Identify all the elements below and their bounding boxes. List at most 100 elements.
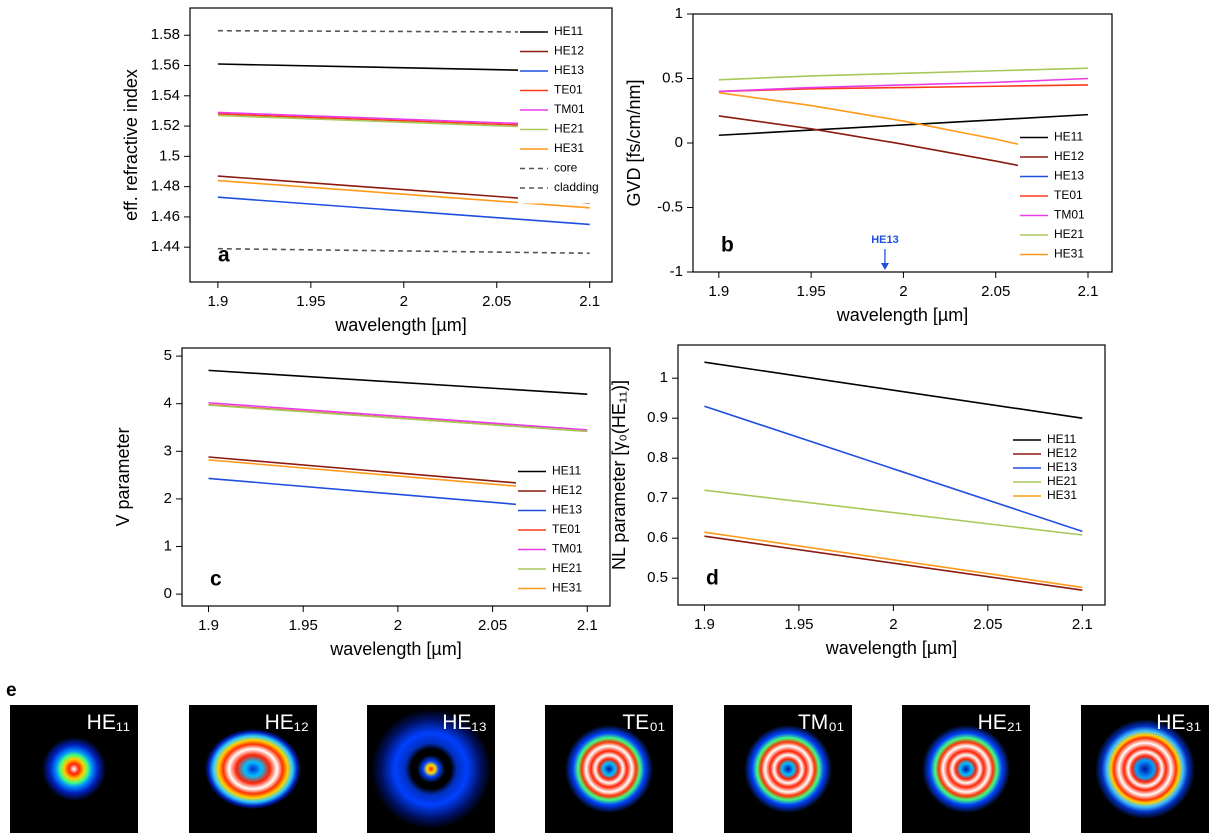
legend-label: cladding: [554, 180, 599, 194]
y-tick-label: 0.5: [647, 569, 668, 586]
legend-label: TE01: [554, 83, 583, 97]
mode-image: HE₃₁: [1081, 705, 1209, 833]
plot-frame: [189, 7, 613, 283]
series-line: [718, 67, 1089, 81]
y-tick-label: 1.56: [151, 56, 180, 73]
series-line: [217, 196, 590, 226]
y-tick-label: 0.5: [662, 69, 683, 86]
y-tick-label: -0.5: [657, 198, 683, 215]
legend-label: HE31: [552, 581, 582, 595]
y-tick-label: 0: [675, 134, 683, 151]
legend-label: TM01: [552, 542, 583, 556]
legend-label: HE13: [554, 63, 584, 77]
plot-lines: [704, 361, 1083, 591]
x-tick-label: 1.9: [708, 283, 729, 300]
x-tick-label: 1.9: [198, 617, 219, 634]
y-tick-label: 1.48: [151, 178, 180, 195]
x-tick-label: 1.95: [797, 283, 826, 300]
y-tick-label: 1.46: [151, 208, 180, 225]
x-tick-label: 2: [400, 293, 408, 310]
y-tick-label: 1.5: [159, 147, 180, 164]
charts: 1.9 1.95 2 2.05 2.11.441.461.481.51.521.541.…: [113, 5, 1113, 659]
mode-label: TM₀₁: [797, 711, 844, 734]
legend-label: HE21: [552, 561, 582, 575]
y-tick-label: 0.6: [647, 529, 668, 546]
legend-label: HE31: [1054, 247, 1084, 261]
x-tick-label: 2.05: [482, 293, 511, 310]
x-tick-label: 2: [394, 617, 402, 634]
series-line: [718, 84, 1089, 93]
y-tick-label: 1.54: [151, 87, 180, 104]
panel-label: b: [721, 234, 734, 257]
annotation-arrowhead: [880, 263, 889, 270]
y-tick-label: 0.9: [647, 409, 668, 426]
x-tick-label: 1.9: [207, 293, 228, 310]
y-tick-label: 4: [164, 395, 172, 412]
series-line: [718, 77, 1089, 93]
legend-label: core: [554, 161, 578, 175]
mode-label: HE₃₁: [1156, 711, 1201, 734]
legend-label: HE31: [1047, 488, 1077, 502]
series-line: [704, 489, 1083, 536]
series-line: [208, 369, 588, 395]
mode-image: HE₁₃: [367, 705, 495, 833]
legend-background: [516, 461, 606, 604]
panel-label: a: [218, 244, 230, 267]
y-tick-label: -1: [670, 263, 683, 280]
y-tick-label: 1.52: [151, 117, 180, 134]
x-axis-label: wavelength [µm]: [825, 638, 957, 658]
x-tick-label: 2.05: [981, 283, 1010, 300]
legend-label: TM01: [554, 102, 585, 116]
legend-label: HE11: [1047, 432, 1076, 446]
x-tick-label: 2.1: [1072, 616, 1093, 633]
legend-background: [1018, 127, 1108, 270]
panel-label: e: [6, 680, 17, 701]
series-line: [704, 531, 1083, 589]
mode-image: HE₂₁: [902, 705, 1030, 833]
y-tick-label: 2: [164, 490, 172, 507]
panel-label: c: [210, 568, 222, 591]
legend-label: HE21: [1047, 474, 1077, 488]
legend-label: HE13: [1047, 460, 1077, 474]
legend-label: HE31: [554, 141, 584, 155]
series-line: [704, 361, 1083, 419]
series-line: [208, 404, 588, 433]
legend-label: HE13: [1054, 169, 1084, 183]
y-tick-label: 1: [675, 5, 683, 22]
plot-frame: [677, 344, 1106, 606]
x-tick-label: 2: [889, 616, 897, 633]
y-tick-label: 1.44: [151, 238, 180, 255]
y-axis-label: V parameter: [113, 427, 133, 526]
series-line: [718, 113, 1089, 137]
mode-label: HE₁₂: [264, 711, 309, 734]
mode-label: HE₁₃: [442, 711, 487, 734]
y-tick-label: 3: [164, 442, 172, 459]
y-axis-label: GVD [fs/cm/nm]: [624, 79, 644, 206]
y-tick-label: 1: [164, 537, 172, 554]
mode-label: HE₂₁: [977, 711, 1022, 734]
x-tick-label: 2.1: [579, 293, 600, 310]
mode-image: HE₁₂: [189, 705, 317, 833]
x-tick-label: 2.05: [973, 616, 1002, 633]
legend-label: TE01: [552, 522, 581, 536]
legend-label: TM01: [1054, 208, 1085, 222]
legend-label: TE01: [1054, 188, 1083, 202]
legend-label: HE11: [552, 464, 581, 478]
x-tick-label: 2.05: [478, 617, 507, 634]
x-axis-label: wavelength [µm]: [334, 315, 466, 335]
series-line: [704, 535, 1083, 591]
plot-frame: [181, 347, 611, 607]
x-tick-label: 2.1: [1078, 283, 1099, 300]
y-tick-label: 0: [164, 585, 172, 602]
legend-label: HE12: [1054, 149, 1084, 163]
mode-image: HE₁₁: [10, 705, 138, 833]
legend-label: HE21: [554, 122, 584, 136]
x-tick-label: 1.95: [289, 617, 318, 634]
mode-image: TM₀₁: [724, 705, 852, 833]
legend-label: HE12: [1047, 446, 1077, 460]
y-tick-label: 5: [164, 347, 172, 364]
y-tick-label: 1.58: [151, 26, 180, 43]
mode-image: TE₀₁: [545, 705, 673, 833]
x-tick-label: 1.95: [296, 293, 325, 310]
